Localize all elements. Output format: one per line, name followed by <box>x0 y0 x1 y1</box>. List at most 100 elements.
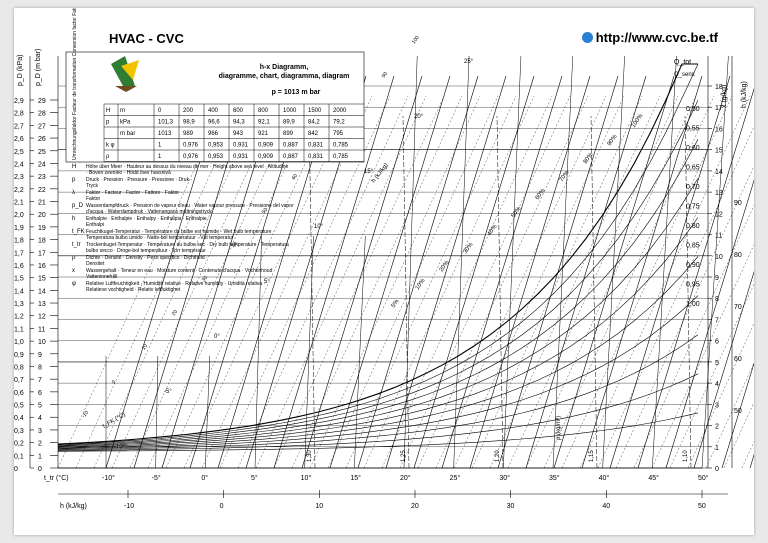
table-cell: 84,2 <box>308 120 320 126</box>
wet-bulb-line <box>301 75 423 469</box>
enthalpy-line <box>453 95 625 469</box>
rh-curve <box>57 178 699 448</box>
rh-curve-label: 90% <box>607 133 619 147</box>
diag-enthalpy-tick: 20 <box>171 309 179 317</box>
kpa-tick-label: 2,3 <box>14 174 24 181</box>
kpa-tick-label: 0,1 <box>14 453 24 460</box>
dry-bulb-line <box>205 355 210 469</box>
temp-tick-label: -5° <box>152 474 161 482</box>
temp-tick-label: 45° <box>648 474 659 482</box>
legend-text: Dichte · Densité · Density · Peso specif… <box>86 255 208 261</box>
temp-tick-label: 30° <box>499 474 510 482</box>
table-row-symbol: H <box>106 108 110 114</box>
dry-bulb-line <box>552 55 574 469</box>
mbar-tick-label: 16 <box>38 263 46 270</box>
legend-text: Relative Luftfeuchtigkeit · Humidité rel… <box>86 281 266 287</box>
wet-bulb-tick: -10° <box>114 444 126 450</box>
table-cell: 0,976 <box>183 154 199 160</box>
legend-text-cont: Faktor <box>86 196 101 202</box>
rh-curve <box>57 63 699 446</box>
kpa-tick-label: 0,6 <box>14 390 24 397</box>
legend-text: Wassergehalt · Teneur en eau · Moisture … <box>86 268 273 274</box>
table-cell: 0,953 <box>208 154 224 160</box>
table-cell: 600 <box>233 108 244 114</box>
rh-curve <box>57 295 699 450</box>
kpa-tick-label: 0,3 <box>14 428 24 435</box>
enthalpy-tick-label: 50 <box>698 503 706 510</box>
info-pressure: p = 1013 m bar <box>272 89 321 96</box>
kpa-tick-label: 0,4 <box>14 415 24 422</box>
wet-bulb-line <box>609 75 731 469</box>
table-cell: 89,9 <box>283 120 295 126</box>
moisture-tick-label: 16 <box>715 126 723 133</box>
site-url[interactable]: http://www.cvc.be.tf <box>581 30 718 45</box>
kpa-tick-label: 2,7 <box>14 123 24 130</box>
legend-text-cont: Temperatura bulbo umido · Natte-bol temp… <box>86 234 234 241</box>
diag-enthalpy-tick: 50 <box>261 207 269 215</box>
legend-symbol: x <box>72 268 75 274</box>
legend-text-cont: Tryck <box>86 183 99 189</box>
wet-bulb-line <box>693 270 754 469</box>
wet-bulb-line <box>637 88 754 469</box>
table-cell: 98,9 <box>183 120 195 126</box>
temp-tick-label: 40° <box>599 474 610 482</box>
mbar-tick-label: 28 <box>38 111 46 118</box>
mbar-tick-label: 2 <box>38 441 42 448</box>
density-line-label: 1,15 <box>589 450 595 462</box>
density-line-label: 1,20 <box>495 450 501 462</box>
moisture-tick-label: 14 <box>715 169 723 176</box>
mbar-tick-label: 29 <box>38 98 46 105</box>
table-cell: 842 <box>308 131 319 137</box>
temp-tick-label: 25° <box>450 474 461 482</box>
diag-enthalpy-tick: 40 <box>231 241 239 249</box>
moisture-tick-label: 12 <box>715 211 723 218</box>
enthalpy-line <box>291 95 463 469</box>
enthalpy-line <box>507 95 679 469</box>
kpa-tick-label: 0,7 <box>14 377 24 384</box>
table-cell: 921 <box>258 131 269 137</box>
enthalpy-line <box>561 95 733 469</box>
kpa-tick-label: 2,8 <box>14 111 24 118</box>
mbar-tick-label: 14 <box>38 288 46 295</box>
rh-curve <box>57 373 699 451</box>
enthalpy-line <box>237 95 409 469</box>
site-url-text[interactable]: http://www.cvc.be.tf <box>595 30 718 45</box>
wet-bulb-line <box>749 453 754 469</box>
moisture-tick-label: 11 <box>715 233 722 240</box>
density-line <box>684 115 692 469</box>
temp-tick-label: 50° <box>698 474 709 482</box>
cvc-logo <box>111 56 139 92</box>
moisture-tick-label: 13 <box>715 190 723 197</box>
kpa-tick-label: 1,1 <box>14 326 24 333</box>
legend-text: Faktor · Facteur · Factor · Fattore · Fa… <box>86 190 182 196</box>
kpa-tick-label: 2,6 <box>14 136 24 143</box>
mbar-tick-label: 18 <box>38 238 46 245</box>
temp-tick-label: 0° <box>201 474 208 482</box>
mbar-tick-label: 11 <box>38 326 45 333</box>
kpa-tick-label: 0,5 <box>14 403 24 410</box>
kpa-tick-label: 0,2 <box>14 441 24 448</box>
kpa-tick-label: 2,1 <box>14 200 24 207</box>
mbar-tick-label: 23 <box>38 174 46 181</box>
moisture-axis-label: x (g/kg) <box>721 85 728 108</box>
moisture-tick-label: 5 <box>715 360 719 367</box>
chart-axes: 0 00,1 10,2 20,3 30,4 40,5 50,6 60,7 70,8 80,9 91,… <box>14 35 748 510</box>
wet-bulb-line <box>469 75 591 469</box>
wet-bulb-line <box>525 75 647 469</box>
wet-bulb-line <box>273 75 395 469</box>
mbar-tick-label: 15 <box>38 276 46 283</box>
info-box: h-x Diagramm, diagramme, chart, diagramm… <box>65 8 365 163</box>
table-cell: 0 <box>158 108 162 114</box>
kpa-tick-label: 1,9 <box>14 225 24 232</box>
dry-bulb-line <box>453 55 470 469</box>
enthalpy-line <box>687 323 754 469</box>
table-cell: 0,887 <box>283 143 299 149</box>
enthalpy-line <box>633 204 754 469</box>
table-cell: 0,909 <box>258 154 274 160</box>
hx-diagram: 1,101,151,201,251,30ρ (kg/m³) 5%10%20%30… <box>14 8 754 510</box>
ratio-tick-label: 0,60 <box>686 145 700 152</box>
ratio-tick-label: 0,75 <box>686 204 700 211</box>
enthalpy-axis-label: h (kJ/kg) <box>60 503 87 510</box>
legend-text: Trockenkugel-Temperatur · Température du… <box>86 242 289 248</box>
temp-tick-label: 20° <box>400 474 411 482</box>
